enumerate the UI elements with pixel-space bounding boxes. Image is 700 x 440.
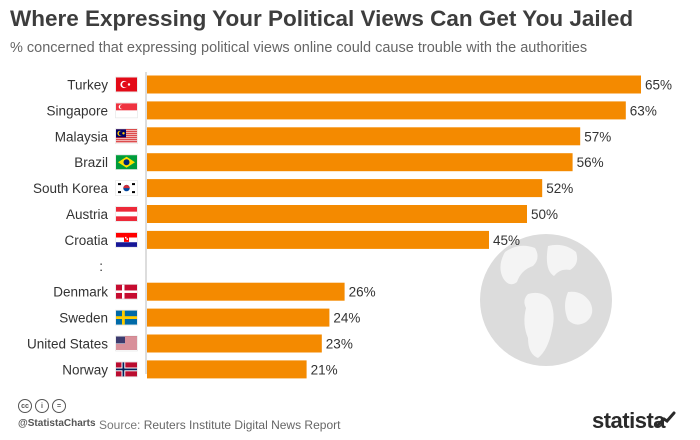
category-label: Malaysia bbox=[55, 129, 109, 144]
bar-chart: Turkey 65% Singapore 63% Malaysia 57% Brazil 56… bbox=[27, 72, 672, 379]
license-icons: cc i = bbox=[18, 399, 66, 413]
category-label: United States bbox=[27, 337, 108, 352]
category-label: South Korea bbox=[33, 181, 109, 196]
bar-row: South Korea 52% bbox=[33, 179, 573, 198]
statista-logo: statista bbox=[592, 408, 666, 433]
sweden-flag-icon bbox=[115, 309, 138, 326]
austria-flag-icon bbox=[115, 206, 138, 222]
source-text: Reuters Institute Digital News Report bbox=[143, 418, 341, 432]
category-label: Turkey bbox=[67, 78, 108, 93]
bar bbox=[147, 153, 573, 172]
value-label: 50% bbox=[531, 207, 558, 222]
brazil-flag-icon bbox=[115, 154, 138, 170]
bar-row: Denmark 26% bbox=[53, 282, 376, 301]
social-handle: @StatistaCharts bbox=[18, 418, 96, 429]
value-label: 65% bbox=[645, 78, 672, 93]
bar bbox=[147, 282, 345, 301]
bar-row: Croatia 45% bbox=[64, 230, 520, 249]
category-label: Singapore bbox=[46, 103, 108, 118]
category-label: Sweden bbox=[59, 311, 108, 326]
malaysia-flag-icon bbox=[115, 128, 138, 145]
source-note: Source: Reuters Institute Digital News R… bbox=[99, 418, 340, 432]
croatia-flag-icon bbox=[115, 232, 138, 248]
bar bbox=[147, 334, 322, 353]
bar-row: Singapore 63% bbox=[46, 101, 657, 120]
value-label: 52% bbox=[546, 181, 573, 196]
turkey-flag-icon bbox=[115, 76, 138, 93]
globe-icon bbox=[480, 234, 612, 366]
source-label: Source: bbox=[99, 418, 141, 432]
value-label: 45% bbox=[493, 233, 520, 248]
norway-flag-icon bbox=[115, 361, 138, 378]
bar-row: Brazil 56% bbox=[74, 153, 604, 172]
value-label: 21% bbox=[311, 362, 338, 377]
chart-title: Where Expressing Your Political Views Ca… bbox=[10, 6, 634, 31]
bar bbox=[147, 360, 307, 379]
bar bbox=[147, 127, 581, 146]
bar bbox=[147, 308, 330, 327]
bar bbox=[147, 75, 641, 94]
bar-row: Turkey 65% bbox=[67, 75, 672, 94]
category-label: Denmark bbox=[53, 285, 108, 300]
bar-row: : bbox=[99, 259, 103, 274]
bar-row: Malaysia 57% bbox=[55, 127, 611, 146]
creative-commons-icon: cc bbox=[18, 399, 32, 413]
bar-row: United States 23% bbox=[27, 334, 353, 353]
bar-row: Austria 50% bbox=[66, 205, 558, 223]
category-label: Croatia bbox=[64, 233, 108, 248]
denmark-flag-icon bbox=[115, 283, 138, 300]
bar bbox=[147, 179, 543, 198]
category-label: Austria bbox=[66, 207, 109, 222]
category-label: Brazil bbox=[74, 155, 108, 170]
category-label: Norway bbox=[62, 362, 108, 377]
bar bbox=[147, 205, 527, 223]
value-label: 63% bbox=[630, 103, 657, 118]
value-label: 24% bbox=[333, 311, 360, 326]
value-label: 23% bbox=[326, 337, 353, 352]
gap-separator: : bbox=[99, 259, 103, 274]
no-derivatives-icon: = bbox=[52, 399, 66, 413]
south-korea-flag-icon bbox=[115, 180, 138, 196]
value-label: 56% bbox=[577, 155, 604, 170]
singapore-flag-icon bbox=[115, 102, 138, 119]
value-label: 57% bbox=[584, 129, 611, 144]
value-label: 26% bbox=[349, 285, 376, 300]
chart-subtitle: % concerned that expressing political vi… bbox=[10, 40, 588, 56]
bar-row: Sweden 24% bbox=[59, 308, 360, 327]
attribution-icon: i bbox=[35, 399, 49, 413]
bar bbox=[147, 101, 626, 120]
bar-row: Norway 21% bbox=[62, 360, 338, 379]
united-states-flag-icon bbox=[115, 335, 138, 352]
statista-mark-icon bbox=[656, 411, 676, 427]
bar bbox=[147, 230, 489, 249]
